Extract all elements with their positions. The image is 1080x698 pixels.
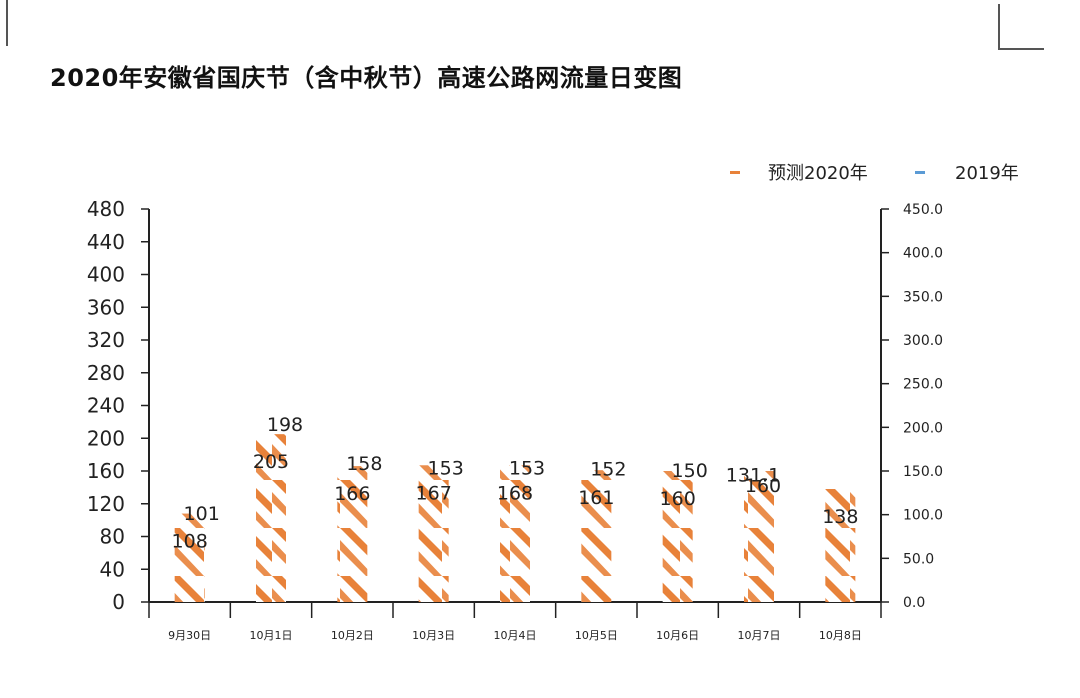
crop-corner-top-left — [6, 0, 8, 46]
y-axis-left-tick-label: 400 — [87, 263, 125, 287]
data-label-2020: 168 — [497, 482, 533, 504]
legend-swatch-2020 — [730, 171, 740, 174]
y-axis-left-tick-label: 240 — [87, 394, 125, 418]
y-axis-left-tick-label: 160 — [87, 459, 125, 483]
data-label-2019: 152 — [590, 458, 626, 480]
y-axis-left-tick-label: 200 — [87, 426, 125, 450]
chart-title: 2020年安徽省国庆节（含中秋节）高速公路网流量日变图 — [50, 64, 683, 92]
bar-2020 — [744, 471, 774, 602]
y-axis-left-tick-label: 320 — [87, 328, 125, 352]
y-axis-left-tick-label: 80 — [100, 525, 125, 549]
data-label-2020: 161 — [578, 487, 614, 509]
bar-2020 — [581, 470, 612, 602]
y-axis-right-tick-label: 350.0 — [903, 289, 943, 305]
bar-2020 — [256, 434, 286, 602]
y-axis-left-tick-label: 360 — [87, 295, 125, 319]
y-axis-right-tick-label: 300.0 — [903, 333, 943, 349]
y-axis-left-tick-label: 40 — [100, 557, 125, 581]
bar-2020 — [500, 465, 530, 602]
data-label-2020: 166 — [334, 483, 370, 505]
legend-label-2019: 2019年 — [955, 163, 1019, 184]
crop-corner-top-right — [998, 4, 1044, 50]
x-axis-tick-label: 10月8日 — [819, 629, 862, 642]
data-label-2019: 198 — [267, 414, 303, 436]
legend-label-2020: 预测2020年 — [768, 163, 868, 184]
x-axis-tick-label: 10月6日 — [656, 629, 699, 642]
data-label-2020: 160 — [660, 488, 696, 510]
x-axis-tick-label: 10月3日 — [412, 629, 455, 642]
data-label-2020: 138 — [822, 506, 858, 528]
x-axis-tick-label: 10月5日 — [575, 629, 618, 642]
x-axis-tick-label: 10月7日 — [738, 629, 781, 642]
data-label-2019: 153 — [509, 457, 545, 479]
y-axis-right-tick-label: 100.0 — [903, 508, 943, 524]
x-axis-tick-label: 9月30日 — [168, 629, 211, 642]
data-label-2020: 205 — [253, 451, 289, 473]
bar-2020 — [337, 466, 368, 602]
y-axis-right-tick-label: 50.0 — [903, 551, 934, 567]
y-axis-right-tick-label: 450.0 — [903, 202, 943, 218]
y-axis-left-tick-label: 280 — [87, 361, 125, 385]
data-label-2020: 167 — [416, 482, 452, 504]
data-label-2019: 131.1 — [726, 465, 780, 487]
y-axis-right-tick-label: 0.0 — [903, 595, 925, 611]
y-axis-left-tick-label: 480 — [87, 197, 125, 221]
bar-2020 — [662, 471, 693, 602]
data-label-2019: 158 — [346, 453, 382, 475]
y-axis-right-tick-label: 150.0 — [903, 464, 943, 480]
bar-2020 — [825, 489, 856, 602]
legend-swatch-2019 — [915, 171, 925, 174]
bar-2020 — [418, 465, 449, 602]
x-axis-tick-label: 10月1日 — [250, 629, 293, 642]
y-axis-left-tick-label: 0 — [112, 590, 125, 614]
bar-2020 — [174, 513, 205, 602]
x-axis-tick-label: 10月2日 — [331, 629, 374, 642]
data-label-2019: 153 — [428, 457, 464, 479]
x-axis-tick-label: 10月4日 — [494, 629, 537, 642]
data-label-2019: 150 — [672, 460, 708, 482]
data-label-2019: 101 — [184, 503, 220, 525]
y-axis-left-tick-label: 120 — [87, 492, 125, 516]
y-axis-left-tick-label: 440 — [87, 230, 125, 254]
y-axis-right-tick-label: 250.0 — [903, 377, 943, 393]
y-axis-right-tick-label: 200.0 — [903, 420, 943, 436]
y-axis-right-tick-label: 400.0 — [903, 246, 943, 262]
data-label-2020: 160 — [745, 475, 781, 497]
data-label-2020: 108 — [172, 531, 208, 553]
